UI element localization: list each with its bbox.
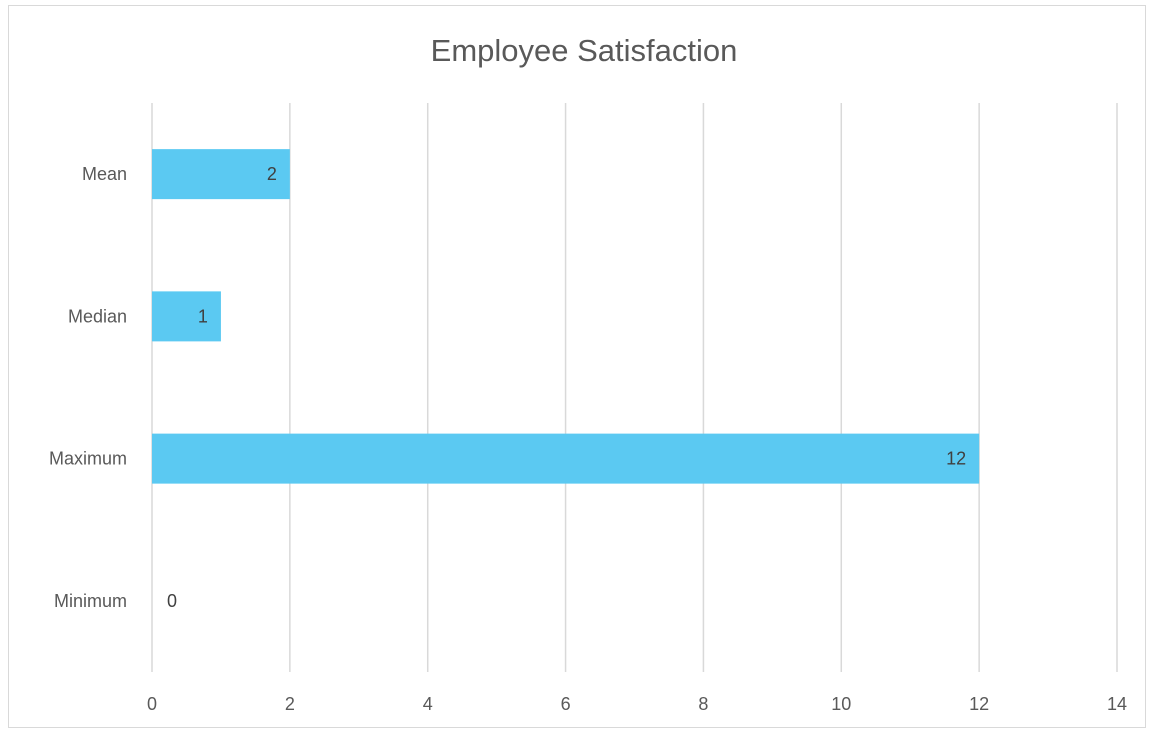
category-label-mean: Mean bbox=[82, 164, 127, 184]
value-axis: 0 2 4 6 8 10 12 14 bbox=[147, 694, 1127, 714]
data-label-mean: 2 bbox=[267, 164, 277, 184]
bar-mean bbox=[152, 149, 290, 200]
grid-lines bbox=[151, 103, 1118, 672]
data-label-median: 1 bbox=[198, 306, 208, 326]
chart-frame bbox=[8, 5, 1146, 728]
x-tick-label: 12 bbox=[969, 694, 989, 714]
category-label-minimum: Minimum bbox=[54, 591, 127, 611]
bar-maximum bbox=[152, 433, 980, 484]
x-tick-label: 10 bbox=[831, 694, 851, 714]
bars bbox=[152, 149, 980, 484]
x-tick-label: 2 bbox=[285, 694, 295, 714]
category-label-maximum: Maximum bbox=[49, 449, 127, 469]
x-tick-label: 4 bbox=[423, 694, 433, 714]
data-label-minimum: 0 bbox=[167, 591, 177, 611]
bar-median bbox=[152, 291, 221, 342]
x-tick-label: 8 bbox=[698, 694, 708, 714]
data-labels: 2 1 12 0 bbox=[167, 164, 966, 611]
x-tick-label: 6 bbox=[561, 694, 571, 714]
chart-title: Employee Satisfaction bbox=[431, 33, 738, 68]
category-axis: Mean Median Maximum Minimum bbox=[49, 164, 127, 611]
x-tick-label: 14 bbox=[1107, 694, 1127, 714]
data-label-maximum: 12 bbox=[946, 449, 966, 469]
category-label-median: Median bbox=[68, 306, 127, 326]
x-tick-label: 0 bbox=[147, 694, 157, 714]
